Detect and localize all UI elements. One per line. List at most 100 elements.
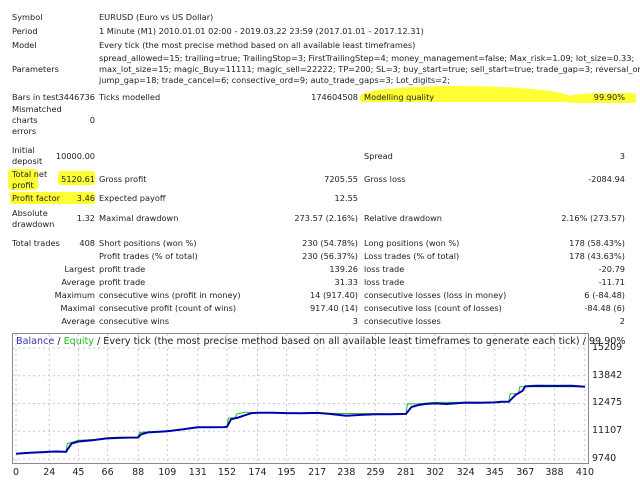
average-profit-value: 31.33 <box>334 277 358 287</box>
average-profit-label: profit trade <box>99 277 146 287</box>
spread-value: 3 <box>619 151 625 161</box>
gross-loss-label: Gross loss <box>364 174 406 184</box>
parameters-line-1: spread_allowed=15; trailing=true; Traili… <box>99 53 635 63</box>
balance-line <box>15 384 586 455</box>
x-tick-label: 88 <box>132 467 145 478</box>
maximal-wins-value: 917.40 (14) <box>309 303 358 313</box>
x-tick-label: 109 <box>158 467 177 478</box>
expected-payoff-label: Expected payoff <box>99 193 166 203</box>
initial-deposit-label-1: Initial <box>12 145 35 155</box>
highlight-total-net-profit-value <box>58 171 95 185</box>
period-value: 1 Minute (M1) 2010.01.01 02:00 - 2019.03… <box>99 26 424 36</box>
x-tick-label: 66 <box>101 467 114 478</box>
mismatched-label-3: errors <box>12 126 37 136</box>
gross-profit-label: Gross profit <box>99 174 147 184</box>
bars-in-test-label: Bars in test <box>12 92 59 102</box>
total-net-profit-label-2: profit <box>12 180 34 190</box>
profit-factor-label: Profit factor <box>12 193 60 203</box>
chart-plot-area <box>13 334 588 463</box>
short-positions-label: Short positions (won %) <box>99 238 197 248</box>
chart-title-balance: Balance <box>16 336 55 347</box>
symbol-label: Symbol <box>12 12 43 22</box>
modelling-quality-label: Modelling quality <box>364 92 435 102</box>
absolute-drawdown-label-2: drawdown <box>12 219 55 229</box>
modelling-quality-value: 99.90% <box>593 92 625 102</box>
gross-loss-value: -2084.94 <box>588 174 625 184</box>
x-tick-label: 238 <box>337 467 356 478</box>
loss-trades-label: Loss trades (% of total) <box>364 251 460 261</box>
initial-deposit-label-2: deposit <box>12 156 43 166</box>
highlight-total-net-profit-label <box>8 169 38 190</box>
maximal-losses-label: consecutive loss (count of losses) <box>364 303 502 313</box>
profit-trades-value: 230 (56.37%) <box>302 251 358 261</box>
average-loss-label: loss trade <box>364 277 405 287</box>
maximum-losses-label: consecutive losses (loss in money) <box>364 290 507 300</box>
maximal-prefix: Maximal <box>60 303 95 313</box>
period-label: Period <box>12 26 38 36</box>
average-consec-losses-value: 2 <box>619 316 625 326</box>
chart-title: Balance / Equity / Every tick (the most … <box>16 336 626 347</box>
x-tick-label: 367 <box>516 467 535 478</box>
y-tick-label: 13842 <box>592 369 623 381</box>
x-tick-label: 388 <box>545 467 564 478</box>
absolute-drawdown-label-1: Absolute <box>12 208 48 218</box>
maximum-wins-label: consecutive wins (profit in money) <box>99 290 241 300</box>
mismatched-value: 0 <box>89 115 95 125</box>
parameters-line-3: jump_gap=18; trade_cancel=6; consective_… <box>99 75 451 85</box>
maximal-drawdown-label: Maximal drawdown <box>99 213 179 223</box>
x-tick-label: 324 <box>456 467 475 478</box>
largest-loss-value: -20.79 <box>598 264 625 274</box>
total-trades-value: 408 <box>79 238 95 248</box>
balance-equity-chart: Balance / Equity / Every tick (the most … <box>12 333 626 464</box>
parameters-line-2: max_lot_size=15; magic_Buy=11111; magic_… <box>99 64 640 74</box>
total-trades-label: Total trades <box>12 238 60 248</box>
largest-profit-value: 139.26 <box>329 264 358 274</box>
absolute-drawdown-value: 1.32 <box>76 213 95 223</box>
model-value: Every tick (the most precise method base… <box>99 40 416 50</box>
chart-title-equity: Equity <box>63 336 94 347</box>
average-loss-value: -11.71 <box>598 277 625 287</box>
largest-loss-label: loss trade <box>364 264 405 274</box>
relative-drawdown-value: 2.16% (273.57) <box>561 213 625 223</box>
long-positions-value: 178 (58.43%) <box>569 238 625 248</box>
x-tick-label: 24 <box>43 467 56 478</box>
x-tick-label: 195 <box>277 467 296 478</box>
largest-prefix: Largest <box>64 264 95 274</box>
y-tick-label: 12475 <box>592 397 623 409</box>
x-tick-label: 152 <box>217 467 237 478</box>
ticks-modelled-label: Ticks modelled <box>99 92 161 102</box>
symbol-value: EURUSD (Euro vs US Dollar) <box>99 12 214 22</box>
maximum-wins-value: 14 (917.40) <box>309 290 358 300</box>
model-label: Model <box>12 40 37 50</box>
y-tick-label: 11107 <box>592 425 623 437</box>
x-tick-label: 302 <box>426 467 445 478</box>
average-prefix: Average <box>61 277 95 287</box>
x-tick-label: 174 <box>248 467 267 478</box>
y-tick-label: 15209 <box>592 342 623 353</box>
mismatched-label-2: charts <box>12 115 38 125</box>
average-consec-losses-label: consecutive losses <box>364 316 441 326</box>
average-consec-wins-label: consecutive wins <box>99 316 170 326</box>
relative-drawdown-label: Relative drawdown <box>364 213 442 223</box>
x-tick-label: 217 <box>308 467 327 478</box>
highlight-profit-factor <box>10 192 95 204</box>
y-tick-label: 9740 <box>592 453 617 464</box>
mismatched-label-1: Mismatched <box>12 104 62 114</box>
short-positions-value: 230 (54.78%) <box>302 238 358 248</box>
chart-title-rest: / Every tick (the most precise method ba… <box>93 336 626 347</box>
total-net-profit-value: 5120.61 <box>61 174 95 184</box>
maximal-drawdown-value: 273.57 (2.16%) <box>294 213 358 223</box>
x-tick-label: 259 <box>366 467 385 478</box>
x-tick-label: 281 <box>396 467 416 478</box>
total-net-profit-label-1: Total net <box>12 169 48 179</box>
profit-trades-label: Profit trades (% of total) <box>99 251 198 261</box>
x-tick-label: 345 <box>485 467 504 478</box>
largest-profit-label: profit trade <box>99 264 146 274</box>
loss-trades-value: 178 (43.63%) <box>569 251 625 261</box>
parameters-label: Parameters <box>12 64 59 74</box>
equity-line <box>15 386 585 455</box>
highlight-modelling-quality <box>360 86 570 102</box>
x-tick-label: 45 <box>72 467 85 478</box>
x-tick-label: 410 <box>575 467 595 478</box>
initial-deposit-value: 10000.00 <box>55 151 95 161</box>
